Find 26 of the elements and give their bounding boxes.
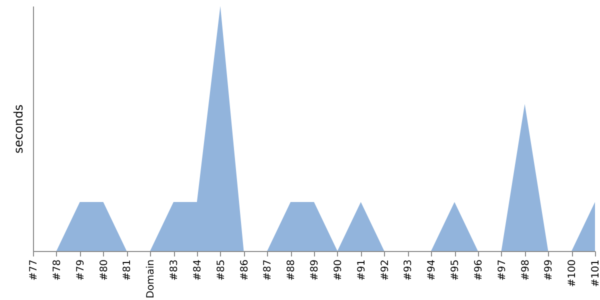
x-tick-label: #81: [122, 260, 134, 281]
x-tick-label: #99: [544, 260, 555, 281]
x-tick-label: #91: [356, 260, 368, 281]
x-tick-label: #84: [192, 260, 204, 281]
x-tick-label: #80: [98, 260, 110, 281]
x-tick-label: #87: [262, 260, 274, 281]
y-axis-title: seconds: [12, 104, 26, 154]
x-tick-label: #96: [473, 260, 484, 281]
x-tick-label: #93: [403, 260, 414, 281]
x-tick-label: Domain: [146, 260, 157, 298]
x-tick-label: #97: [496, 260, 508, 281]
x-tick-label: #95: [450, 260, 461, 281]
x-tick-label: #85: [216, 260, 227, 281]
x-tick-label: #79: [75, 260, 86, 281]
x-tick-label: #88: [286, 260, 298, 281]
x-tick-label: #90: [332, 260, 344, 281]
x-tick-label: #89: [310, 260, 320, 281]
x-tick-label: #83: [169, 260, 180, 281]
x-tick-label: #77: [28, 260, 40, 281]
x-tick-label: #101: [590, 260, 600, 287]
x-tick-label: #100: [567, 260, 578, 287]
x-tick-label: #98: [520, 260, 532, 281]
x-tick-label: #78: [52, 260, 63, 281]
x-tick-label: #86: [239, 260, 250, 281]
x-tick-label: #92: [380, 260, 391, 281]
x-tick-label: #94: [426, 260, 438, 281]
